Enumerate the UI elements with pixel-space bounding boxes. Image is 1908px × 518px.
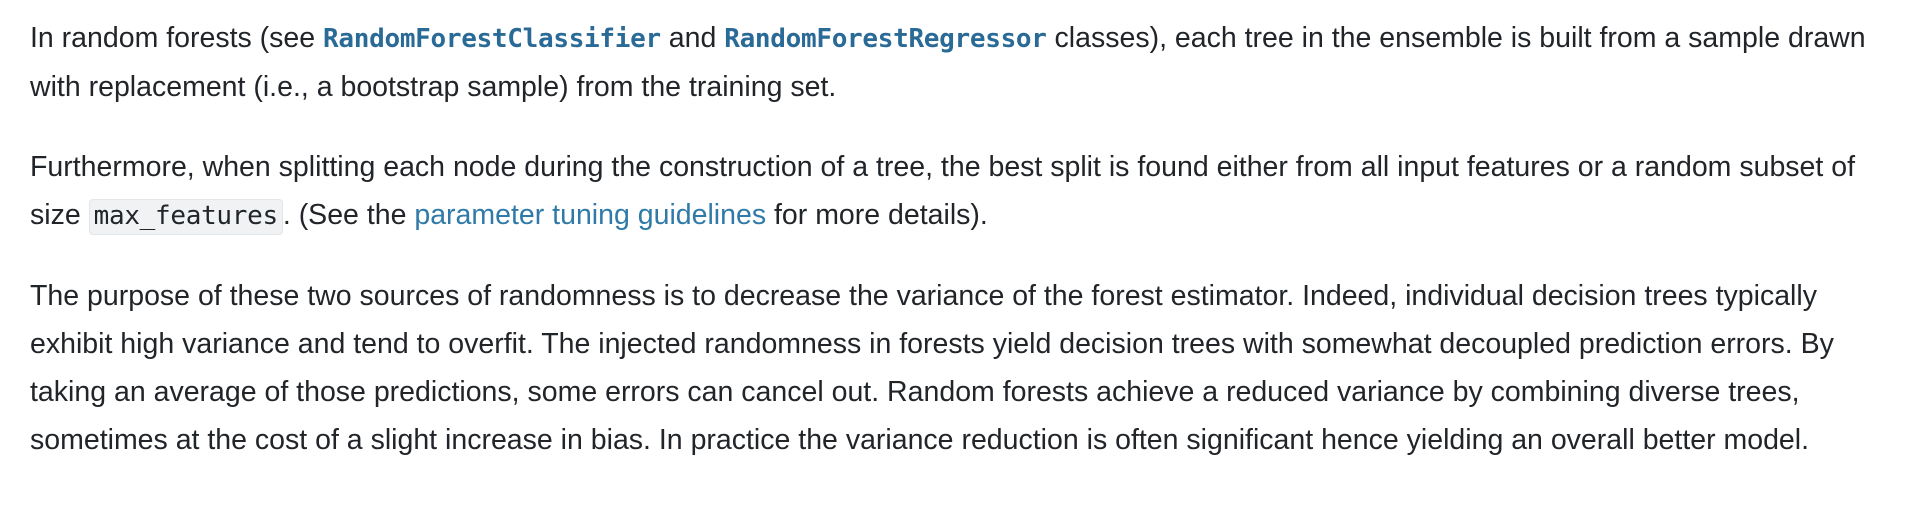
paragraph-split-features: Furthermore, when splitting each node du…: [30, 143, 1900, 240]
paragraph-text: classes), each tree in the ensemble is b…: [30, 22, 1866, 103]
paragraph-text: The purpose of these two sources of rand…: [30, 280, 1834, 456]
random-forest-classifier-link[interactable]: RandomForestClassifier: [323, 24, 661, 54]
random-forest-regressor-link[interactable]: RandomForestRegressor: [724, 24, 1047, 54]
paragraph-text: . (See the: [282, 199, 415, 231]
parameter-tuning-guidelines-link[interactable]: parameter tuning guidelines: [414, 199, 767, 231]
paragraph-text: In random forests (see: [30, 22, 324, 54]
paragraph-text: and: [660, 22, 725, 54]
max-features-code: max_features: [88, 199, 283, 235]
paragraph-text: Furthermore, when splitting each node du…: [30, 151, 1856, 231]
paragraph-random-forests-intro: In random forests (see RandomForestClass…: [30, 14, 1900, 111]
paragraph-text: for more details).: [766, 199, 988, 231]
paragraph-randomness-purpose: The purpose of these two sources of rand…: [30, 272, 1900, 464]
